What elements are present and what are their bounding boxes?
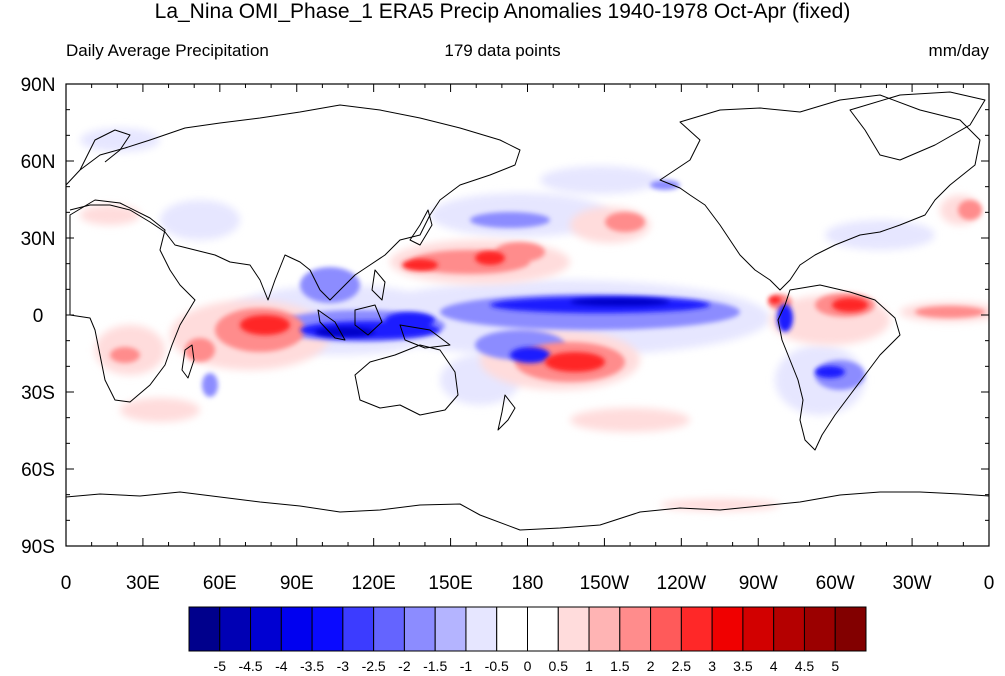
- anomaly-strong-positive: [240, 251, 868, 372]
- lon-label: 0: [61, 573, 72, 594]
- coast-north-america: [659, 94, 981, 291]
- coast-new-zealand: [497, 394, 516, 431]
- colorbar-swatch: [650, 606, 682, 652]
- coast-borneo: [354, 304, 383, 336]
- colorbar-tick-label: -5: [214, 658, 227, 674]
- lon-label: 30W: [893, 573, 932, 594]
- map-title: La_Nina OMI_Phase_1 ERA5 Precip Anomalie…: [154, 0, 851, 23]
- colorbar-tick-label: -1: [460, 658, 473, 674]
- colorbar-tick-label: 3: [708, 658, 716, 674]
- colorbar-tick-label: 4: [770, 658, 778, 674]
- colorbar-tick-label: -0.5: [485, 658, 509, 674]
- lat-label: 0: [33, 306, 44, 327]
- colorbar-tick-label: -3.5: [300, 658, 324, 674]
- units-label: mm/day: [928, 41, 989, 60]
- lon-label: 120W: [657, 573, 707, 594]
- colorbar-swatch: [803, 606, 836, 652]
- colorbar-swatch: [680, 606, 713, 652]
- colorbar-tick-label: -4: [275, 658, 288, 674]
- colorbar-swatch: [834, 606, 867, 652]
- colorbar-tick-label: -2: [398, 658, 411, 674]
- colorbar-tick-label: 3.5: [733, 658, 753, 674]
- lon-label: 150W: [580, 573, 630, 594]
- coast-japan: [409, 209, 433, 246]
- colorbar-swatch: [280, 606, 313, 652]
- colorbar-tick-label: 0: [524, 658, 532, 674]
- coast-new-guinea: [399, 324, 451, 349]
- lat-label: 30S: [21, 383, 55, 404]
- colorbar-swatch: [588, 606, 621, 652]
- coast-africa: [69, 199, 196, 403]
- anomaly-field: [80, 128, 989, 511]
- lat-label: 90S: [21, 537, 55, 558]
- lat-label: 90N: [21, 75, 56, 96]
- colorbar-tick-label: -2.5: [362, 658, 386, 674]
- latitude-labels: 90N 60N 30N 0 30S 60S 90S: [21, 75, 56, 558]
- colorbar-swatch: [373, 606, 405, 652]
- coast-eurasia: [66, 104, 521, 301]
- colorbar-labels: -5 -4.5 -4 -3.5 -3 -2.5 -2 -1.5 -1 -0.5 0 0.5 1 1.5 2 2…: [214, 658, 840, 674]
- anomaly-core-negative: [315, 298, 670, 337]
- colorbar-tick-label: 0.5: [549, 658, 569, 674]
- colorbar-swatch: [742, 606, 775, 652]
- lon-label: 60W: [816, 573, 855, 594]
- colorbar-swatch: [527, 606, 559, 652]
- colorbar-swatch: [250, 606, 282, 652]
- coast-philippines: [371, 269, 386, 301]
- colorbar-tick-label: 2: [647, 658, 655, 674]
- coast-greenland: [849, 91, 986, 161]
- colorbar-swatch: [711, 606, 744, 652]
- colorbar-tick-label: -1.5: [423, 658, 447, 674]
- colorbar-swatch: [188, 606, 221, 652]
- coast-australia: [354, 344, 459, 416]
- coast-south-america: [777, 284, 901, 451]
- coast-sumatra: [317, 309, 346, 341]
- colorbar-tick-label: -3: [337, 658, 350, 674]
- left-subtitle: Daily Average Precipitation: [66, 41, 269, 60]
- colorbar-swatch: [619, 606, 652, 652]
- colorbar-tick-label: 1.5: [610, 658, 630, 674]
- colorbar-swatch: [434, 606, 467, 652]
- colorbar-tick-label: 2.5: [672, 658, 692, 674]
- lon-label: 180: [512, 573, 544, 594]
- coast-madagascar: [181, 344, 195, 379]
- coast-antarctica: [66, 491, 989, 531]
- lat-label: 60N: [21, 152, 56, 173]
- colorbar-tick-label: -4.5: [238, 658, 262, 674]
- colorbar: [188, 606, 867, 652]
- lon-label: 150E: [428, 573, 472, 594]
- colorbar-tick-label: 1: [585, 658, 593, 674]
- colorbar-swatch: [557, 606, 590, 652]
- lon-label: 60E: [203, 573, 237, 594]
- lat-label: 60S: [21, 460, 55, 481]
- center-subtitle: 179 data points: [444, 41, 561, 60]
- colorbar-tick-label: 4.5: [795, 658, 815, 674]
- lon-label: 120E: [351, 573, 395, 594]
- coast-scandinavia: [79, 129, 131, 171]
- colorbar-swatch: [773, 606, 805, 652]
- colorbar-swatch: [465, 606, 498, 652]
- colorbar-swatch: [311, 606, 344, 652]
- colorbar-swatch: [219, 606, 252, 652]
- lon-label: 90E: [280, 573, 314, 594]
- coastlines: [66, 91, 989, 531]
- lat-label: 30N: [21, 229, 56, 250]
- lon-label: 30E: [126, 573, 160, 594]
- lon-label: 0: [984, 573, 995, 594]
- colorbar-swatch: [403, 606, 436, 652]
- longitude-labels: 0 30E 60E 90E 120E 150E 180 150W 120W 90W 60W 30W 0: [61, 573, 995, 594]
- lon-label: 90W: [739, 573, 778, 594]
- colorbar-swatch: [342, 606, 375, 652]
- colorbar-swatch: [496, 606, 528, 652]
- axis-ticks: [65, 83, 990, 547]
- colorbar-tick-label: 5: [831, 658, 839, 674]
